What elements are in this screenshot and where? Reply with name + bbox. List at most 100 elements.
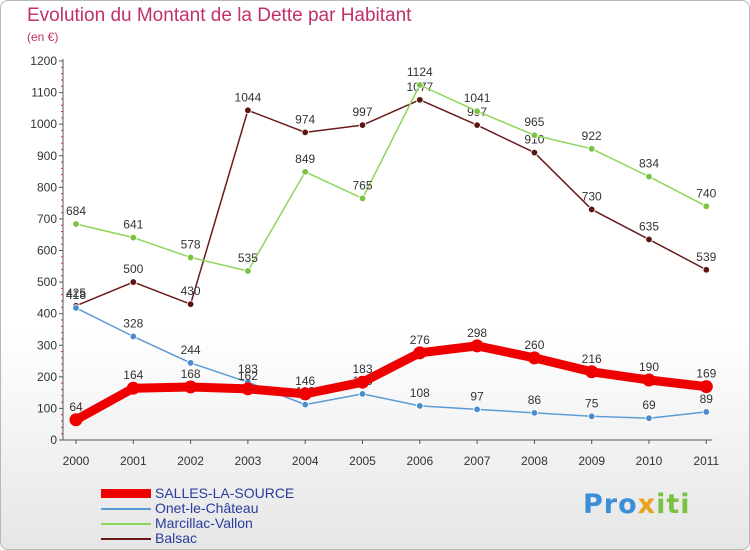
legend-label: Balsac <box>155 530 198 546</box>
legend-swatch <box>101 522 151 525</box>
data-label: 849 <box>295 152 315 166</box>
legend-item: Onet-le-Château <box>101 501 294 516</box>
data-point <box>301 128 309 137</box>
data-point <box>72 220 80 228</box>
x-tick-label: 2004 <box>292 454 319 468</box>
x-tick-label: 2003 <box>235 454 262 468</box>
data-point <box>416 81 424 89</box>
x-tick-label: 2006 <box>406 454 433 468</box>
data-label: 765 <box>352 178 372 192</box>
x-tick-label: 2007 <box>464 454 491 468</box>
data-label: 183 <box>238 362 258 376</box>
data-point <box>702 266 710 274</box>
data-point <box>645 414 653 422</box>
data-label: 425 <box>66 286 86 300</box>
data-point <box>241 382 255 396</box>
x-tick-label: 2005 <box>349 454 376 468</box>
chart-title: Evolution du Montant de la Dette par Hab… <box>27 5 412 26</box>
data-point <box>530 131 539 139</box>
data-label: 69 <box>642 398 656 412</box>
data-point <box>129 233 137 242</box>
series-salles-la-source: 64 164 168 162 146 183 276 298 260 216 190 169 <box>69 326 717 427</box>
x-tick-label: 2000 <box>63 454 90 468</box>
data-label: 168 <box>181 367 201 381</box>
data-point <box>413 346 427 360</box>
data-point <box>244 267 252 275</box>
series-line <box>71 341 711 425</box>
data-point <box>585 365 599 379</box>
data-label: 418 <box>66 288 86 302</box>
data-label: 834 <box>639 157 659 171</box>
y-tick-label: 0 <box>50 433 57 447</box>
data-point <box>702 202 710 210</box>
data-point <box>588 205 596 214</box>
data-label: 328 <box>123 316 143 330</box>
data-label: 578 <box>181 237 201 251</box>
y-tick-label: 900 <box>37 149 57 163</box>
data-label: 298 <box>467 326 487 340</box>
y-tick-label: 800 <box>37 180 57 194</box>
x-tick-label: 2010 <box>636 454 663 468</box>
x-tick-label: 2008 <box>521 454 548 468</box>
y-tick-label: 400 <box>37 307 57 321</box>
data-point <box>702 408 710 416</box>
data-point <box>358 194 367 203</box>
data-point <box>186 253 195 262</box>
data-point <box>473 405 481 414</box>
x-tick-label: 2002 <box>177 454 204 468</box>
y-tick-label: 100 <box>37 401 57 415</box>
data-point <box>588 412 596 421</box>
data-point <box>69 413 83 427</box>
data-label: 169 <box>696 367 716 381</box>
data-point <box>645 235 653 244</box>
legend-item: SALLES-LA-SOURCE <box>101 486 294 501</box>
data-point <box>530 409 539 417</box>
data-label: 641 <box>123 218 143 232</box>
series-marcillac-vallon: 684 641 578 535 849 765 1124 1041 965 922 834 740 <box>66 65 717 275</box>
data-point <box>358 121 367 129</box>
data-label: 216 <box>582 352 602 366</box>
y-tick-label: 600 <box>37 244 57 258</box>
data-point <box>588 145 596 153</box>
data-point <box>301 400 309 409</box>
data-label: 430 <box>181 284 201 298</box>
series-balsac: 42550043010449749971077997910730635539 <box>66 80 717 310</box>
data-label: 535 <box>238 251 258 265</box>
data-point <box>129 278 137 286</box>
data-label: 539 <box>696 250 716 264</box>
data-point <box>72 304 80 312</box>
data-label: 86 <box>528 393 542 407</box>
data-point <box>186 300 195 308</box>
y-tick-label: 200 <box>37 370 57 384</box>
proxiti-logo: Proxiti <box>583 489 691 520</box>
data-label: 89 <box>700 392 714 406</box>
y-tick-label: 500 <box>37 275 57 289</box>
data-label: 1044 <box>235 90 262 104</box>
data-label: 64 <box>69 400 83 414</box>
legend-swatch <box>101 489 151 498</box>
series-line <box>75 84 708 272</box>
data-label: 965 <box>524 115 544 129</box>
x-tick-label: 2001 <box>120 454 147 468</box>
legend: SALLES-LA-SOURCE Onet-le-Château Marcillac… <box>101 486 294 546</box>
series-onet-le-ch-teau: 4183282441831121461089786756989 <box>66 288 713 422</box>
x-tick-label: 2009 <box>578 454 605 468</box>
data-label: 500 <box>123 262 143 276</box>
data-label: 183 <box>352 362 372 376</box>
data-label: 276 <box>410 333 430 347</box>
legend-swatch <box>101 507 151 510</box>
y-tick-label: 1200 <box>30 54 57 68</box>
data-label: 75 <box>585 396 599 410</box>
data-point <box>126 381 140 395</box>
data-point <box>699 380 713 394</box>
y-tick-label: 1000 <box>30 117 57 131</box>
y-tick-label: 300 <box>37 338 57 352</box>
y-tick-label: 700 <box>37 212 57 226</box>
data-label: 635 <box>639 219 659 233</box>
series-line <box>75 307 708 419</box>
data-point <box>416 96 424 104</box>
data-point <box>184 380 198 394</box>
data-label: 684 <box>66 204 86 218</box>
